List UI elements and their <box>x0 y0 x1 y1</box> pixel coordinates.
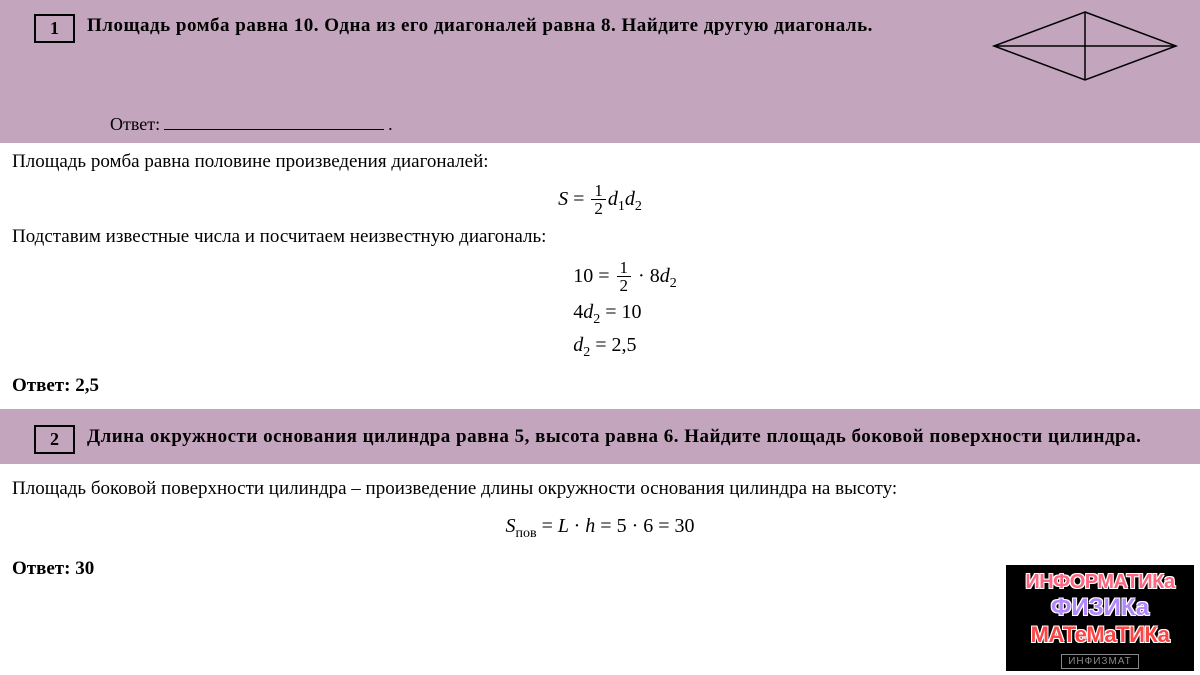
problem-1-text: Площадь ромба равна 10. Одна из его диаг… <box>87 8 978 41</box>
problem-1-number: 1 <box>34 14 75 43</box>
logo-line-4: ИНФИЗМАТ <box>1061 654 1139 669</box>
answer-blank <box>164 112 384 130</box>
problem-1-answer-line: Ответ: . <box>110 112 1190 135</box>
logo-line-3: МАТеМаТИКа <box>1010 622 1190 648</box>
solution-2-formula: Sпов = L · h = 5 · 6 = 30 <box>12 512 1188 544</box>
problem-2-number: 2 <box>34 425 75 454</box>
solution-1-answer: Ответ: 2,5 <box>0 371 1200 401</box>
logo-line-2: ФИЗИКа <box>1010 594 1190 622</box>
problem-2-box: 2 Длина окружности основания цилиндра ра… <box>0 409 1200 464</box>
answer-dot: . <box>388 114 393 135</box>
solution-1-line1: Площадь ромба равна половине произведени… <box>12 149 1188 176</box>
solution-2: Площадь боковой поверхности цилиндра – п… <box>0 464 1200 544</box>
problem-1-box: 1 Площадь ромба равна 10. Одна из его ди… <box>0 0 1200 143</box>
problem-2-header: 2 Длина окружности основания цилиндра ра… <box>10 419 1190 454</box>
solution-1-line2: Подставим известные числа и посчитаем не… <box>12 224 1188 251</box>
rhombus-icon <box>990 8 1180 84</box>
solution-1: Площадь ромба равна половине произведени… <box>0 143 1200 365</box>
solution-1-equations: 10 = 12 · 8d2 4d2 = 10 d2 = 2,5 <box>12 257 1188 365</box>
solution-1-formula1: S = 12d1d2 <box>12 182 1188 219</box>
solution-2-line1: Площадь боковой поверхности цилиндра – п… <box>12 476 1188 503</box>
problem-1-header: 1 Площадь ромба равна 10. Одна из его ди… <box>10 8 1190 84</box>
logo-line-1: ИНФОРМАТИКа <box>1010 571 1190 594</box>
problem-2-text: Длина окружности основания цилиндра равн… <box>87 419 1190 452</box>
infizmat-logo: ИНФОРМАТИКа ФИЗИКа МАТеМаТИКа ИНФИЗМАТ <box>1006 565 1194 671</box>
answer-label: Ответ: <box>110 114 160 135</box>
